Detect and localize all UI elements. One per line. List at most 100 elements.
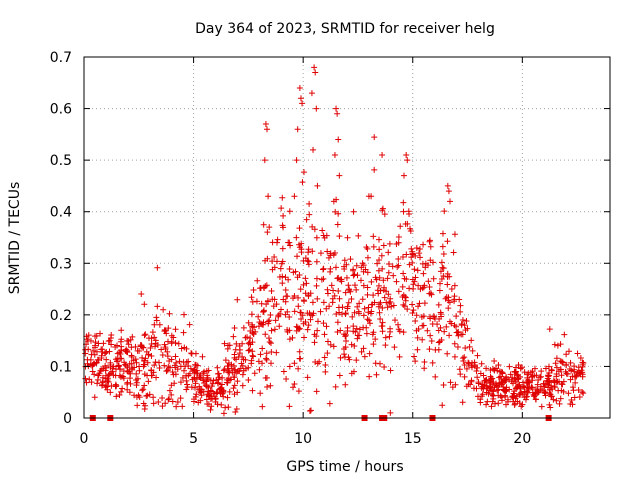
data-point (207, 387, 214, 394)
data-point (311, 64, 318, 71)
data-point (417, 254, 424, 261)
data-point (116, 391, 123, 398)
data-point (127, 380, 134, 387)
data-point (550, 396, 557, 403)
data-point (118, 355, 125, 362)
data-point (407, 225, 414, 232)
data-point (250, 330, 257, 337)
data-point (160, 306, 167, 313)
x-tick-labels: 0 5 10 15 20 (80, 431, 532, 447)
data-point (282, 286, 289, 293)
data-point (313, 282, 320, 289)
data-point (225, 375, 232, 382)
data-point (284, 308, 291, 315)
data-point (546, 326, 553, 333)
data-point (305, 246, 312, 253)
data-point (379, 265, 386, 272)
data-point (371, 134, 378, 141)
data-point (469, 347, 476, 354)
data-point (133, 370, 140, 377)
data-point (546, 370, 553, 377)
data-point (106, 337, 113, 344)
data-point (220, 388, 227, 395)
data-point (360, 345, 367, 352)
data-point (376, 246, 383, 253)
data-point (191, 375, 198, 382)
data-point (165, 363, 172, 370)
data-point (396, 353, 403, 360)
data-point (525, 370, 532, 377)
data-point (108, 341, 115, 348)
data-point (240, 324, 247, 331)
data-point (363, 330, 370, 337)
data-point (134, 402, 141, 409)
data-point (324, 290, 331, 297)
data-point (462, 327, 469, 334)
data-point (384, 275, 391, 282)
data-point (548, 382, 555, 389)
data-point (334, 221, 341, 228)
data-point (313, 258, 320, 265)
data-point (327, 265, 334, 272)
data-point (350, 368, 357, 375)
data-point (148, 340, 155, 347)
data-point (371, 166, 378, 173)
data-point (439, 264, 446, 271)
data-point (545, 382, 552, 389)
data-point (171, 380, 178, 387)
data-point (107, 370, 114, 377)
data-point (360, 312, 367, 319)
data-point (444, 281, 451, 288)
axis-ticks (83, 56, 610, 419)
x-tick-label: 10 (294, 431, 312, 447)
data-point (94, 372, 101, 379)
data-point (375, 290, 382, 297)
data-point (263, 350, 270, 357)
data-point (360, 268, 367, 275)
data-point (544, 378, 551, 385)
data-point (525, 386, 532, 393)
data-point (333, 311, 340, 318)
data-point (333, 105, 340, 112)
data-point (349, 313, 356, 320)
data-point (192, 384, 199, 391)
data-point (430, 259, 437, 266)
data-point (385, 291, 392, 298)
data-point (125, 368, 132, 375)
data-point (350, 323, 357, 330)
data-point (563, 362, 570, 369)
data-point (444, 182, 451, 189)
data-point (153, 314, 160, 321)
data-point (408, 245, 415, 252)
data-point (306, 200, 313, 207)
data-point (174, 366, 181, 373)
data-point (213, 377, 220, 384)
data-point (214, 364, 221, 371)
data-point (195, 399, 202, 406)
data-point (148, 367, 155, 374)
data-point (162, 327, 169, 334)
data-point (557, 395, 564, 402)
data-point (279, 258, 286, 265)
data-point (183, 377, 190, 384)
data-point (439, 243, 446, 250)
data-point (563, 351, 570, 358)
data-point (303, 216, 310, 223)
data-point (400, 208, 407, 215)
data-point (382, 342, 389, 349)
data-point (424, 262, 431, 269)
data-point (546, 363, 553, 370)
x-tick-label: 0 (80, 431, 89, 447)
data-point (102, 382, 109, 389)
data-point (391, 344, 398, 351)
data-point (285, 276, 292, 283)
data-point (434, 321, 441, 328)
data-point (495, 362, 502, 369)
data-point (118, 347, 125, 354)
data-point (370, 341, 377, 348)
data-point (142, 331, 149, 338)
data-point (350, 272, 357, 279)
data-point (234, 378, 241, 385)
data-point (300, 257, 307, 264)
data-point (374, 260, 381, 267)
